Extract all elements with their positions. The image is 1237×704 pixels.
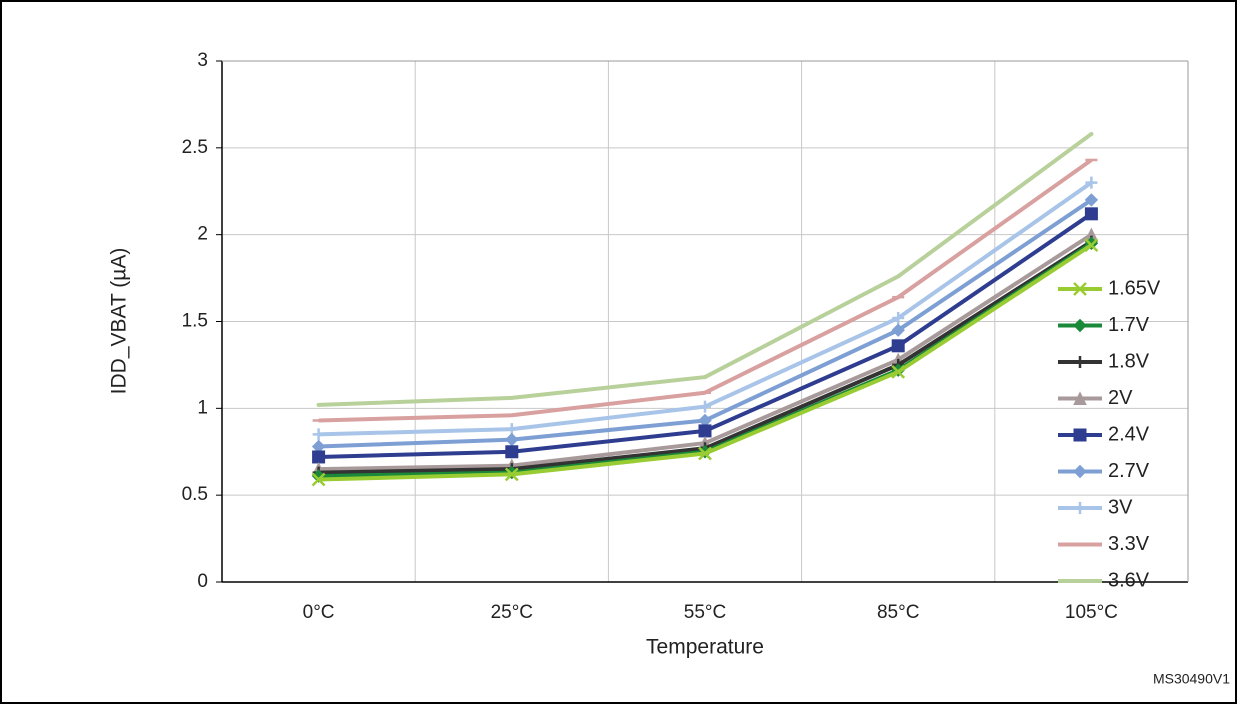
legend-marker	[1073, 391, 1087, 405]
legend-marker	[1073, 428, 1087, 442]
marker	[699, 400, 711, 413]
marker	[1084, 238, 1099, 252]
x-tick-label: 105°C	[1065, 602, 1118, 623]
legend-label: 3V	[1108, 496, 1133, 518]
marker	[505, 445, 519, 459]
marker	[891, 323, 905, 337]
legend-marker	[1074, 502, 1086, 514]
y-tick-label: 2	[197, 224, 208, 245]
marker	[698, 446, 712, 461]
marker	[312, 428, 325, 441]
marker	[311, 472, 326, 487]
x-axis-label: Temperature	[646, 636, 764, 659]
legend-label: 2.7V	[1108, 460, 1150, 482]
figure-id: MS30490V1	[1153, 671, 1230, 687]
y-tick-label: 1.5	[182, 311, 208, 332]
y-axis-label: IDD_VBAT (µA)	[108, 248, 131, 395]
y-tick-label: 2.5	[182, 137, 208, 158]
legend-marker	[1074, 356, 1086, 368]
legend-label: 3.3V	[1108, 533, 1150, 555]
marker	[504, 467, 519, 482]
legend-marker	[1073, 464, 1087, 479]
y-tick-label: 0	[197, 571, 208, 592]
marker	[1084, 193, 1099, 207]
legend-marker	[1073, 318, 1087, 333]
marker	[891, 364, 906, 379]
x-tick-label: 55°C	[684, 602, 726, 623]
y-tick-label: 0.5	[182, 484, 208, 505]
point	[896, 274, 901, 279]
x-tick-label: 85°C	[877, 602, 919, 623]
marker	[312, 450, 326, 464]
marker	[892, 312, 905, 325]
x-tick-label: 25°C	[491, 602, 533, 623]
point	[509, 395, 514, 400]
legend-label: 1.65V	[1108, 277, 1161, 299]
x-tick-label: 0°C	[303, 602, 335, 623]
legend-label: 1.8V	[1108, 350, 1150, 372]
legend-label: 2V	[1108, 387, 1133, 409]
marker	[891, 339, 905, 353]
point	[316, 402, 321, 407]
y-tick-label: 3	[197, 50, 208, 71]
marker	[698, 424, 712, 438]
legend-label: 3.6V	[1108, 569, 1150, 591]
marker	[1085, 176, 1098, 189]
y-tick-label: 1	[197, 397, 208, 418]
legend-marker	[1073, 282, 1087, 296]
legend-label: 1.7V	[1108, 314, 1150, 336]
point	[1089, 131, 1094, 136]
marker	[1084, 207, 1098, 221]
legend-label: 2.4V	[1108, 423, 1150, 445]
point	[703, 375, 707, 380]
